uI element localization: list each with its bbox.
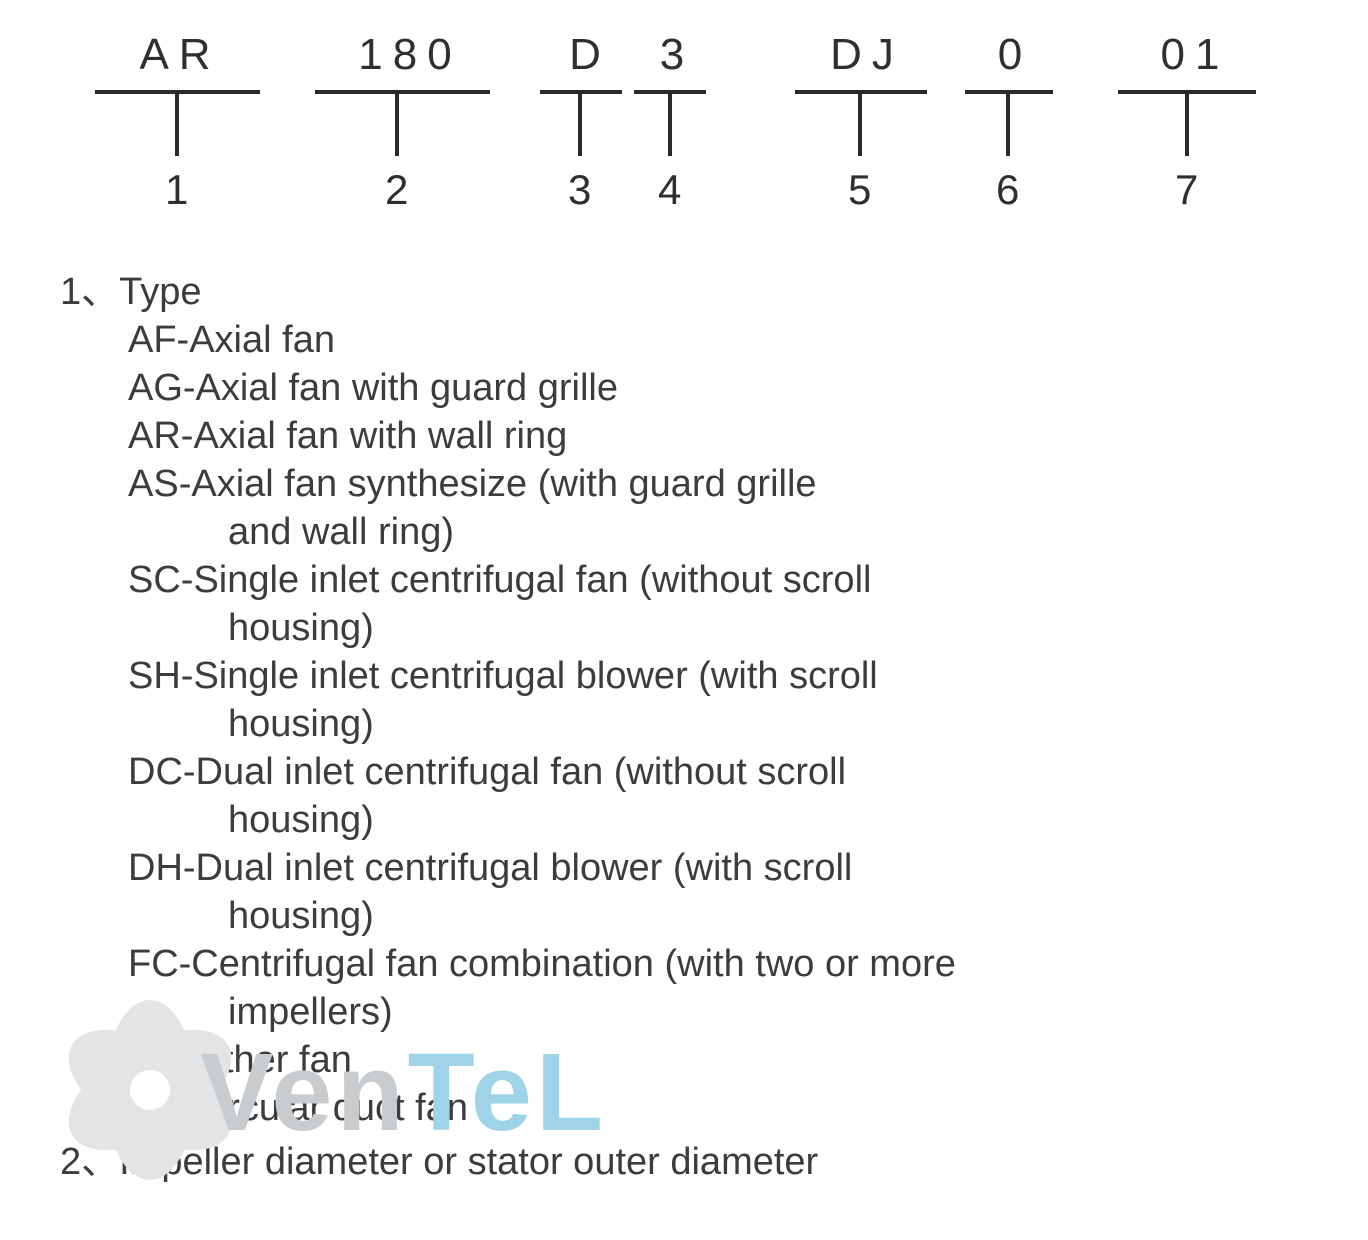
- code-index: 5: [848, 166, 871, 214]
- type-item-line: FC-Centrifugal fan combination (with two…: [60, 940, 1308, 988]
- type-item-line: DH-Dual inlet centrifugal blower (with s…: [60, 844, 1308, 892]
- type-item-line: AG-Axial fan with guard grille: [60, 364, 1308, 412]
- legend-text: 1、Type AF-Axial fanAG-Axial fan with gua…: [60, 262, 1308, 1186]
- type-item-line: SC-Single inlet centrifugal fan (without…: [60, 556, 1308, 604]
- type-item-line: SH-Single inlet centrifugal blower (with…: [60, 652, 1308, 700]
- code-text: D: [560, 30, 620, 80]
- code-segment-3: D: [560, 30, 620, 80]
- code-segment-7: 01: [1140, 30, 1250, 80]
- page-root: AR11802D334DJ506017 1、Type AF-Axial fanA…: [0, 0, 1368, 1240]
- code-tick: [668, 94, 672, 156]
- section-2-heading: 2、Impeller diameter or stator outer diam…: [60, 1138, 1308, 1186]
- model-code-diagram: AR11802D334DJ506017: [0, 30, 1368, 220]
- code-tick: [175, 94, 179, 156]
- code-index: 4: [658, 166, 681, 214]
- code-text: AR: [120, 30, 240, 80]
- code-tick: [1185, 94, 1189, 156]
- code-tick: [858, 94, 862, 156]
- code-segment-1: AR: [120, 30, 240, 80]
- type-item-line: DF-Circular duct fan: [60, 1084, 1308, 1132]
- code-text: DJ: [812, 30, 922, 80]
- section-1-list: AF-Axial fanAG-Axial fan with guard gril…: [60, 316, 1308, 1132]
- type-item-continuation: and wall ring): [60, 508, 1308, 556]
- type-item-continuation: housing): [60, 700, 1308, 748]
- type-item-line: OF-Other fan: [60, 1036, 1308, 1084]
- code-text: 3: [652, 30, 702, 80]
- code-text: 01: [1140, 30, 1250, 80]
- code-tick: [578, 94, 582, 156]
- code-index: 6: [996, 166, 1019, 214]
- type-item-line: AF-Axial fan: [60, 316, 1308, 364]
- type-item-continuation: impellers): [60, 988, 1308, 1036]
- code-text: 180: [335, 30, 485, 80]
- code-index: 3: [568, 166, 591, 214]
- code-index: 7: [1175, 166, 1198, 214]
- code-segment-4: 3: [652, 30, 702, 80]
- code-segment-5: DJ: [812, 30, 922, 80]
- code-text: 0: [985, 30, 1045, 80]
- code-underline: [315, 90, 490, 94]
- type-item-line: DC-Dual inlet centrifugal fan (without s…: [60, 748, 1308, 796]
- code-index: 2: [385, 166, 408, 214]
- code-segment-6: 0: [985, 30, 1045, 80]
- type-item-line: AS-Axial fan synthesize (with guard gril…: [60, 460, 1308, 508]
- code-tick: [1006, 94, 1010, 156]
- type-item-continuation: housing): [60, 604, 1308, 652]
- type-item-line: AR-Axial fan with wall ring: [60, 412, 1308, 460]
- section-1-heading: 1、Type: [60, 268, 1308, 316]
- code-segment-2: 180: [335, 30, 485, 80]
- code-index: 1: [165, 166, 188, 214]
- code-tick: [395, 94, 399, 156]
- type-item-continuation: housing): [60, 796, 1308, 844]
- type-item-continuation: housing): [60, 892, 1308, 940]
